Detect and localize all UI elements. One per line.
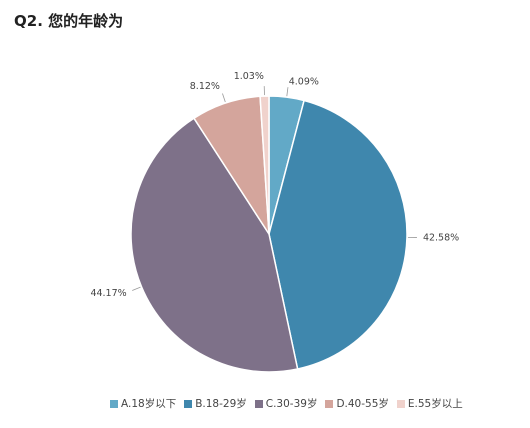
legend-item-b[interactable]: B.18-29岁 [184, 396, 247, 411]
pie-slice-e[interactable] [259, 95, 270, 235]
pct-label-c: 44.17% [90, 288, 126, 299]
pie-slice-b[interactable] [268, 99, 408, 370]
pct-label-b: 42.58% [423, 233, 459, 244]
chart-title: Q2. 您的年龄为 [14, 12, 124, 30]
legend-swatch-b [184, 399, 193, 408]
legend-item-a[interactable]: A.18岁以下 [110, 396, 176, 411]
pct-label-d: 8.12% [190, 81, 220, 92]
legend-label-a: A.18岁以下 [121, 398, 177, 410]
pie-slice-c[interactable] [130, 117, 299, 373]
legend: A.18岁以下 B.18-29岁 C.30-39岁 D.40-55岁 E.55岁… [110, 396, 463, 411]
legend-item-c[interactable]: C.30-39岁 [254, 396, 318, 411]
legend-swatch-d [325, 399, 334, 408]
pct-label-a: 4.09% [289, 76, 319, 87]
legend-label-e: E.55岁以上 [407, 398, 463, 410]
leader-line-a [286, 87, 289, 97]
legend-label-c: C.30-39岁 [265, 398, 318, 410]
legend-label-b: B.18-29岁 [195, 398, 247, 410]
legend-label-d: D.40-55岁 [336, 398, 389, 410]
leader-line-d [222, 93, 226, 103]
pct-label-e: 1.03% [234, 71, 264, 82]
legend-swatch-e [396, 399, 405, 408]
leader-line-c [132, 286, 141, 291]
legend-swatch-a [110, 399, 118, 408]
legend-item-e[interactable]: E.55岁以上 [396, 396, 463, 411]
legend-item-d[interactable]: D.40-55岁 [325, 396, 389, 411]
legend-swatch-c [254, 399, 263, 408]
